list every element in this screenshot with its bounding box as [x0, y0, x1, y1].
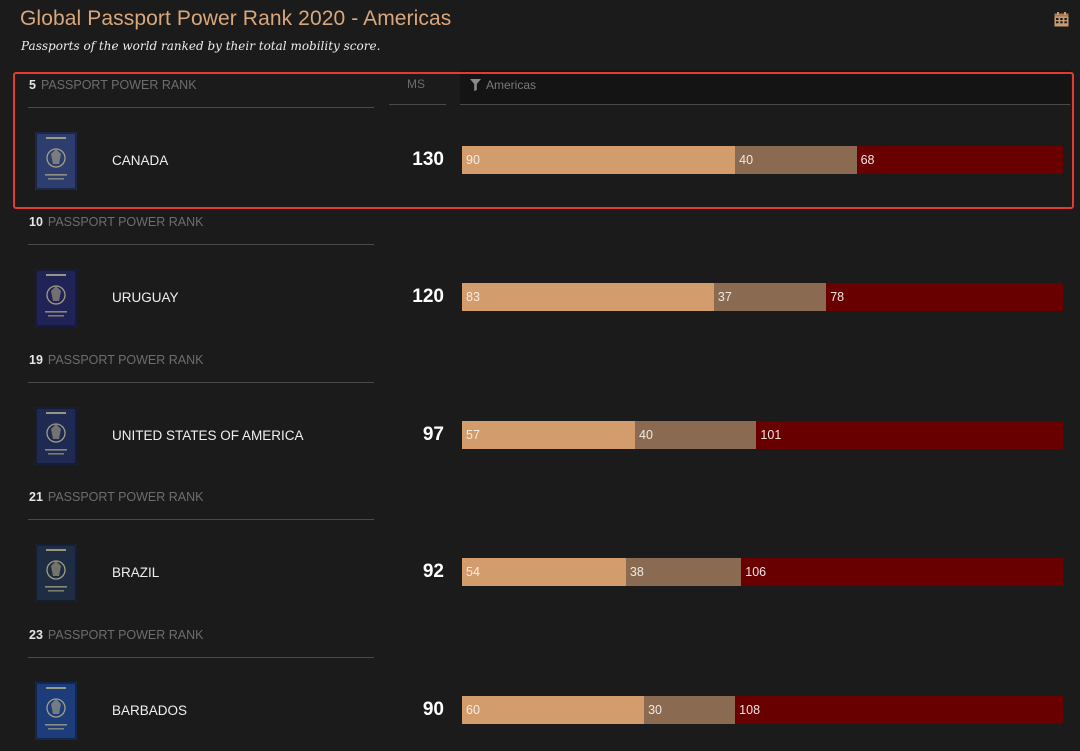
visa-free-segment[interactable]: 54 [462, 558, 626, 586]
visa-on-arrival-segment[interactable]: 37 [713, 283, 827, 311]
visa-free-segment[interactable]: 90 [462, 146, 736, 174]
country-name[interactable]: UNITED STATES OF AMERICA [112, 428, 304, 443]
visa-free-segment[interactable]: 60 [462, 696, 645, 724]
rank-suffix: PASSPORT POWER RANK [40, 78, 197, 92]
country-name[interactable]: CANADA [112, 153, 169, 168]
mobility-score: 130 [412, 149, 444, 170]
passport-cover-image [35, 544, 77, 602]
rank-row[interactable]: 19 PASSPORT POWER RANK UNITED STATES OF A… [0, 345, 1080, 483]
rank-number: 21 [29, 490, 43, 504]
visa-free-segment[interactable]: 57 [462, 421, 636, 449]
highlighted-row-outline [13, 72, 1074, 209]
passport-cover-image [35, 407, 77, 465]
rank-suffix: PASSPORT POWER RANK [47, 628, 204, 642]
rank-divider [28, 107, 374, 108]
passport-cover-image [35, 269, 77, 327]
passport-cover-image [35, 682, 77, 740]
mobility-bar[interactable]: 90 40 68 [462, 146, 1063, 174]
visa-required-segment[interactable]: 108 [735, 696, 1063, 724]
rank-number: 19 [29, 353, 43, 367]
rank-divider [28, 657, 374, 658]
rank-number: 10 [29, 215, 43, 229]
rank-divider [28, 382, 374, 383]
region-header-divider [460, 104, 1070, 105]
rank-number: 5 [29, 78, 36, 92]
visa-on-arrival-segment[interactable]: 30 [644, 696, 736, 724]
visa-required-segment[interactable]: 68 [856, 146, 1063, 174]
country-name[interactable]: BRAZIL [112, 565, 160, 580]
mobility-bar[interactable]: 83 37 78 [462, 283, 1063, 311]
calendar-icon[interactable] [1054, 12, 1069, 27]
region-filter[interactable]: Americas [470, 78, 536, 92]
visa-required-segment[interactable]: 101 [756, 421, 1063, 449]
rank-label: 23 PASSPORT POWER RANK [29, 628, 204, 642]
mobility-score: 92 [422, 561, 444, 582]
page-subtitle: Passports of the world ranked by their t… [21, 39, 381, 53]
mobility-score: 90 [422, 699, 444, 720]
rank-divider [28, 519, 374, 520]
rank-label: 10 PASSPORT POWER RANK [29, 215, 204, 229]
rank-label: 5 PASSPORT POWER RANK [29, 78, 197, 92]
rank-divider [28, 244, 374, 245]
mobility-score: 120 [412, 286, 444, 307]
country-name[interactable]: URUGUAY [112, 290, 179, 305]
rank-label: 21 PASSPORT POWER RANK [29, 490, 204, 504]
mobility-bar[interactable]: 54 38 106 [462, 558, 1063, 586]
table-header-band [460, 70, 1071, 104]
visa-free-segment[interactable]: 83 [462, 283, 714, 311]
ms-column-header[interactable]: MS [407, 77, 425, 91]
filter-icon [470, 79, 481, 91]
visa-required-segment[interactable]: 78 [826, 283, 1063, 311]
passport-cover-image [35, 132, 77, 190]
mobility-score: 97 [422, 424, 444, 445]
visa-on-arrival-segment[interactable]: 40 [635, 421, 757, 449]
country-name[interactable]: BARBADOS [112, 703, 188, 718]
rank-row[interactable]: 23 PASSPORT POWER RANK BARBADOS 90 60 30 … [0, 620, 1080, 751]
rank-row[interactable]: 21 PASSPORT POWER RANK BRAZIL 92 54 38 10… [0, 482, 1080, 620]
mobility-bar[interactable]: 60 30 108 [462, 696, 1063, 724]
rank-suffix: PASSPORT POWER RANK [47, 490, 204, 504]
visa-on-arrival-segment[interactable]: 38 [625, 558, 742, 586]
rank-row[interactable]: 5 PASSPORT POWER RANK CANADA 130 90 40 68 [0, 70, 1080, 208]
rank-suffix: PASSPORT POWER RANK [47, 215, 204, 229]
region-filter-label: Americas [486, 78, 537, 92]
rank-number: 23 [29, 628, 43, 642]
rank-suffix: PASSPORT POWER RANK [47, 353, 204, 367]
rank-row[interactable]: 10 PASSPORT POWER RANK URUGUAY 120 83 37 … [0, 207, 1080, 345]
mobility-bar[interactable]: 57 40 101 [462, 421, 1063, 449]
visa-required-segment[interactable]: 106 [741, 558, 1063, 586]
ms-header-divider [389, 104, 446, 105]
rank-label: 19 PASSPORT POWER RANK [29, 353, 204, 367]
page-title: Global Passport Power Rank 2020 - Americ… [20, 7, 452, 30]
visa-on-arrival-segment[interactable]: 40 [735, 146, 857, 174]
